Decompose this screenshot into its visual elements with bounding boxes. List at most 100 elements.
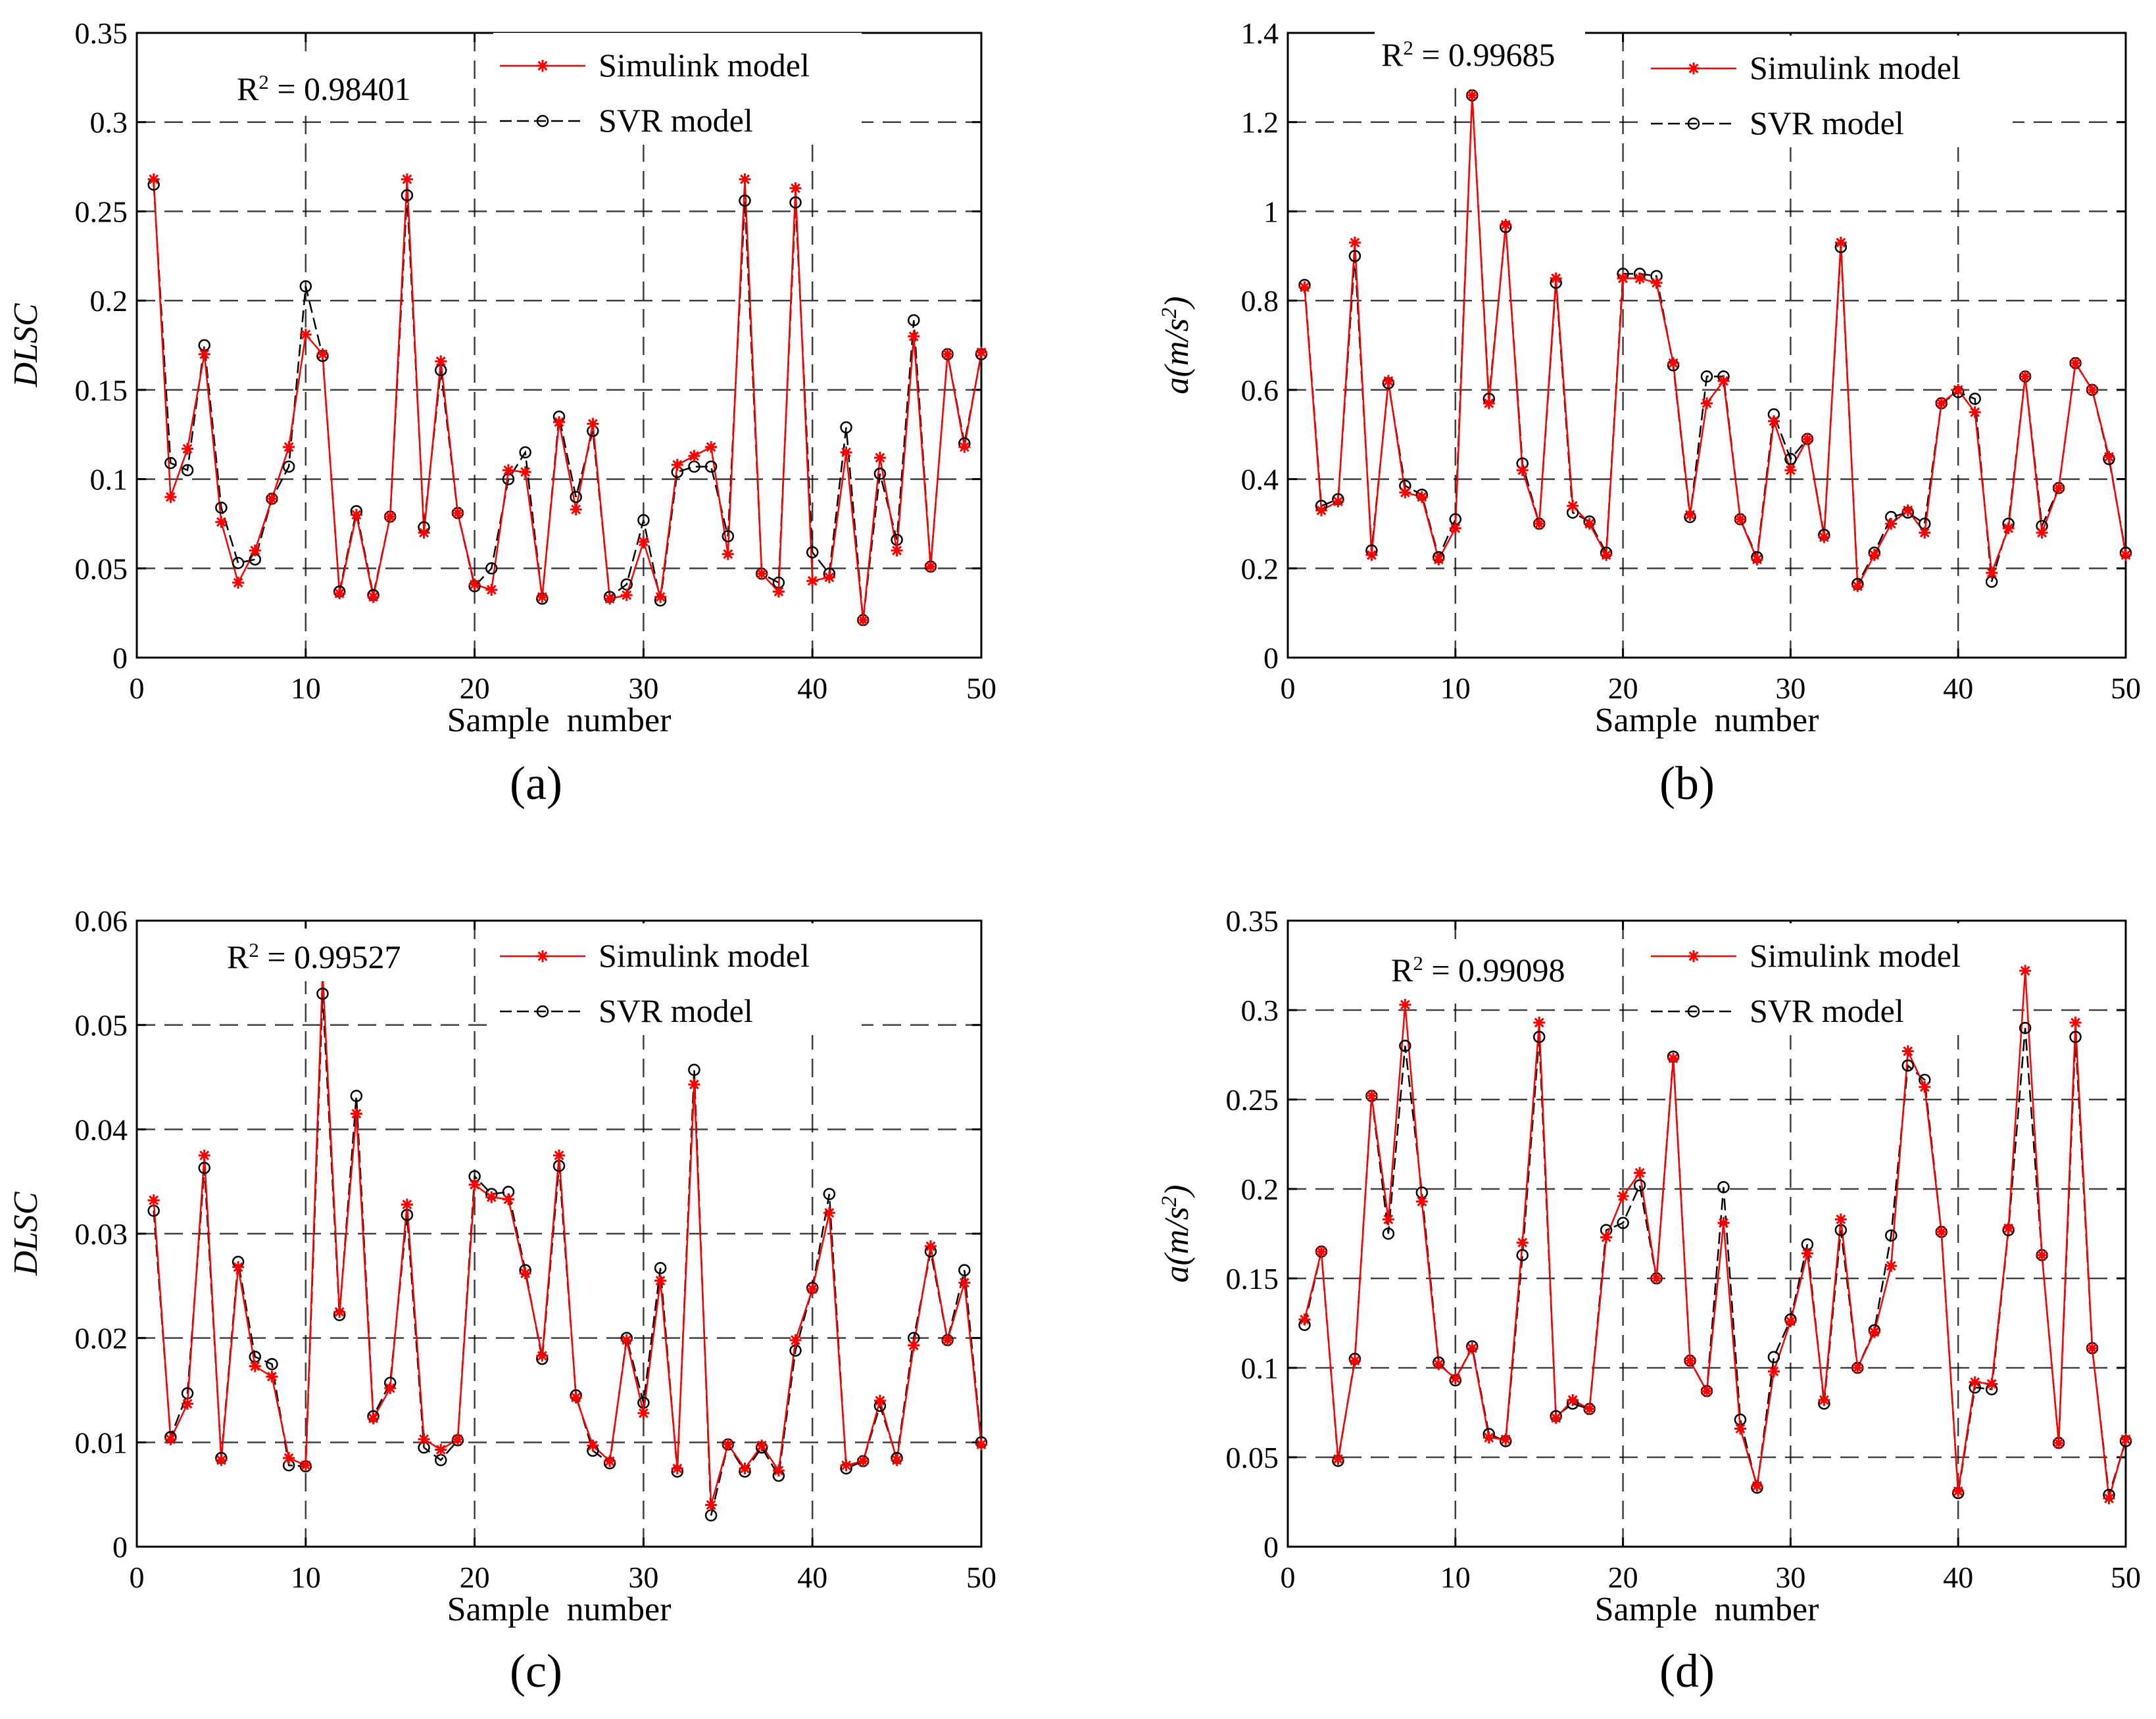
y-tick-label: 0.8 [1241, 284, 1279, 318]
simulink-point [840, 1459, 852, 1472]
svr-point [232, 556, 245, 569]
plot-frame [1286, 919, 2127, 1548]
y-axis-label: a(m/s2) [1157, 296, 1196, 394]
simulink-point [1466, 1342, 1479, 1355]
simulink-point [147, 173, 160, 185]
y-tick-label: 0.15 [1226, 1262, 1279, 1295]
simulink-point [215, 516, 228, 528]
simulink-point [891, 1454, 903, 1466]
svr-point [1700, 370, 1713, 383]
annotation-bg [230, 61, 441, 113]
y-tick-label: 0.4 [1241, 463, 1279, 496]
x-tick-label: 30 [628, 1561, 658, 1594]
simulink-point [1399, 998, 1411, 1011]
simulink-point [350, 508, 362, 521]
svr-point [1901, 1059, 1915, 1072]
simulink-point [1650, 277, 1663, 289]
simulink-point [1935, 1226, 1948, 1238]
svr-point [485, 562, 498, 575]
simulink-point [1734, 513, 1746, 525]
svr-point [704, 460, 718, 473]
svr-point [806, 546, 819, 559]
simulink-point [705, 441, 718, 453]
simulink-point [1901, 1045, 1914, 1057]
svr-point [1767, 1351, 1780, 1363]
simulink-point [418, 527, 430, 539]
simulink-point [1634, 272, 1646, 285]
panel-label-d: (d) [1659, 1645, 1715, 1697]
simulink-point [873, 452, 886, 464]
y-axis-label: a(m/s2) [1157, 1184, 1196, 1282]
legend-label-svr: SVR model [1750, 992, 1904, 1029]
y-tick-label: 0.2 [1241, 1173, 1279, 1206]
simulink-point [1466, 89, 1479, 101]
simulink-point [2086, 1342, 2099, 1355]
svr-point [519, 446, 531, 459]
chart-a: 0 10 20 30 40 50 0 0.05 0.1 0.15 0.2 0.25 0.3 0.35 Sam… [7, 16, 996, 739]
svr-point [908, 314, 920, 327]
simulink-point [1550, 272, 1562, 285]
simulink-point [1919, 527, 1931, 539]
x-tick-label: 50 [966, 1561, 996, 1594]
series-line-simulink-model [1304, 95, 2127, 589]
simulink-point [266, 1370, 278, 1383]
legend-marker-svr [1687, 117, 1700, 130]
simulink-point [756, 1440, 768, 1452]
legend-label-simulink: Simulink model [1750, 937, 1961, 974]
simulink-point [772, 585, 785, 598]
simulink-point [1298, 281, 1311, 293]
simulink-point [1433, 553, 1445, 566]
simulink-point [1482, 1432, 1495, 1444]
simulink-point [941, 1334, 954, 1346]
x-tick-label: 50 [2111, 1561, 2141, 1594]
r-squared-annotation: R2 = 0.98401 [237, 70, 411, 108]
y-tick-label: 0.03 [75, 1217, 128, 1251]
y-tick-label: 0.35 [1226, 904, 1279, 938]
simulink-point [705, 1499, 718, 1511]
simulink-point [2120, 1433, 2132, 1445]
simulink-point [1684, 1355, 1696, 1367]
legend-bg [1644, 36, 2013, 147]
simulink-point [1617, 1190, 1629, 1202]
simulink-point [637, 1407, 650, 1419]
simulink-point [1784, 1315, 1797, 1328]
simulink-point [147, 1194, 160, 1207]
legend: Simulink model SVR model [1644, 36, 2013, 147]
simulink-point [384, 510, 397, 523]
simulink-point [1533, 518, 1546, 530]
simulink-point [1935, 397, 1948, 410]
legend-marker-svr [536, 114, 549, 128]
simulink-point [1332, 1453, 1344, 1465]
simulink-point [232, 577, 245, 589]
simulink-point [654, 1274, 667, 1287]
series-line-simulink-model [153, 973, 983, 1505]
y-tick-label: 1.4 [1241, 16, 1279, 50]
y-tick-label: 0 [1263, 1530, 1279, 1564]
y-tick-label: 0 [112, 1530, 128, 1564]
simulink-point [1550, 1412, 1562, 1424]
svr-point [181, 464, 194, 477]
legend: Simulink model SVR model [1644, 923, 2013, 1035]
simulink-point [789, 1334, 802, 1346]
y-tick-label: 0.01 [75, 1426, 128, 1459]
simulink-point [2019, 965, 2032, 977]
x-tick-label: 10 [1440, 1561, 1471, 1594]
simulink-point [1834, 236, 1847, 249]
simulink-point [198, 1150, 210, 1161]
y-tick-label: 0.05 [1226, 1441, 1279, 1474]
svr-point [722, 530, 735, 543]
svr-point [401, 189, 414, 202]
simulink-point [1600, 1231, 1613, 1244]
simulink-point [722, 1438, 734, 1451]
simulink-point [806, 575, 819, 587]
simulink-point [249, 1360, 261, 1372]
chart-b: 0 10 20 30 40 50 0 0.2 0.4 0.6 0.8 1 1.2 1.4 Sample nu… [1157, 16, 2141, 739]
simulink-point [891, 545, 903, 557]
legend-label-simulink: Simulink model [1750, 49, 1961, 86]
simulink-point [688, 450, 700, 462]
legend: Simulink model SVR model [493, 33, 862, 145]
simulink-point [1818, 531, 1830, 543]
simulink-point [367, 1412, 380, 1424]
svr-point [299, 280, 312, 293]
simulink-point [1784, 464, 1797, 476]
